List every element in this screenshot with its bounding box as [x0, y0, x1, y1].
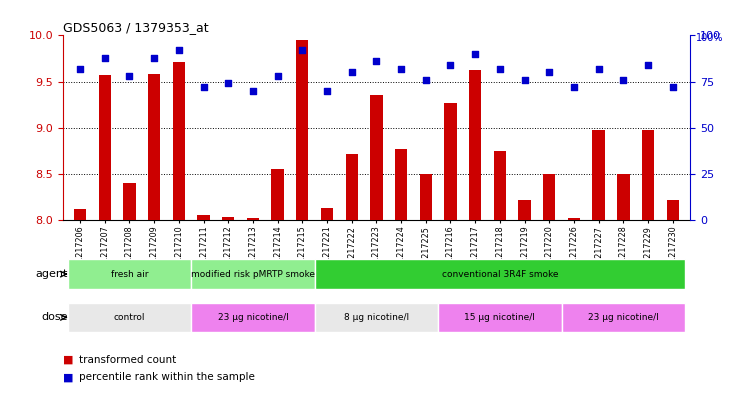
Bar: [494, 151, 506, 220]
Bar: [395, 149, 407, 220]
Point: [123, 73, 135, 79]
Text: ■: ■: [63, 372, 73, 382]
Text: agent: agent: [35, 269, 68, 279]
Point: [469, 51, 481, 57]
Bar: [191, 303, 314, 332]
Bar: [469, 70, 481, 220]
Bar: [568, 218, 580, 220]
Text: percentile rank within the sample: percentile rank within the sample: [79, 372, 255, 382]
Text: dose: dose: [41, 312, 68, 322]
Point: [321, 88, 333, 94]
Point: [74, 66, 86, 72]
Bar: [543, 174, 556, 220]
Bar: [314, 303, 438, 332]
Point: [198, 84, 210, 90]
Point: [444, 62, 456, 68]
Bar: [246, 218, 259, 220]
Text: 23 μg nicotine/l: 23 μg nicotine/l: [218, 313, 289, 322]
Text: 23 μg nicotine/l: 23 μg nicotine/l: [588, 313, 659, 322]
Bar: [420, 174, 432, 220]
Point: [247, 88, 259, 94]
Point: [667, 84, 679, 90]
Bar: [148, 74, 160, 220]
Bar: [123, 183, 136, 220]
Text: ■: ■: [63, 354, 73, 365]
Point: [148, 54, 160, 61]
Bar: [562, 303, 685, 332]
Text: 8 μg nicotine/l: 8 μg nicotine/l: [344, 313, 409, 322]
Text: 15 μg nicotine/l: 15 μg nicotine/l: [464, 313, 535, 322]
Text: 100%: 100%: [696, 33, 723, 42]
Bar: [444, 103, 457, 220]
Bar: [68, 303, 191, 332]
Bar: [272, 169, 284, 220]
Point: [519, 77, 531, 83]
Bar: [314, 259, 685, 289]
Bar: [642, 130, 654, 220]
Point: [99, 54, 111, 61]
Point: [272, 73, 283, 79]
Bar: [296, 40, 308, 220]
Point: [494, 66, 506, 72]
Bar: [617, 174, 630, 220]
Point: [173, 47, 184, 53]
Point: [297, 47, 308, 53]
Point: [618, 77, 630, 83]
Text: control: control: [114, 313, 145, 322]
Bar: [666, 200, 679, 220]
Bar: [321, 208, 333, 220]
Point: [222, 80, 234, 86]
Bar: [438, 303, 562, 332]
Point: [642, 62, 654, 68]
Text: fresh air: fresh air: [111, 270, 148, 279]
Bar: [197, 215, 210, 220]
Point: [370, 58, 382, 64]
Point: [568, 84, 580, 90]
Bar: [191, 259, 314, 289]
Bar: [593, 130, 605, 220]
Point: [395, 66, 407, 72]
Point: [346, 69, 358, 75]
Point: [543, 69, 555, 75]
Text: modified risk pMRTP smoke: modified risk pMRTP smoke: [191, 270, 315, 279]
Bar: [222, 217, 235, 220]
Bar: [518, 200, 531, 220]
Text: transformed count: transformed count: [79, 354, 176, 365]
Text: conventional 3R4F smoke: conventional 3R4F smoke: [441, 270, 558, 279]
Bar: [345, 154, 358, 220]
Bar: [68, 259, 191, 289]
Bar: [74, 209, 86, 220]
Bar: [173, 62, 185, 220]
Point: [593, 66, 604, 72]
Bar: [370, 95, 382, 220]
Point: [420, 77, 432, 83]
Bar: [99, 75, 111, 220]
Text: GDS5063 / 1379353_at: GDS5063 / 1379353_at: [63, 21, 208, 34]
